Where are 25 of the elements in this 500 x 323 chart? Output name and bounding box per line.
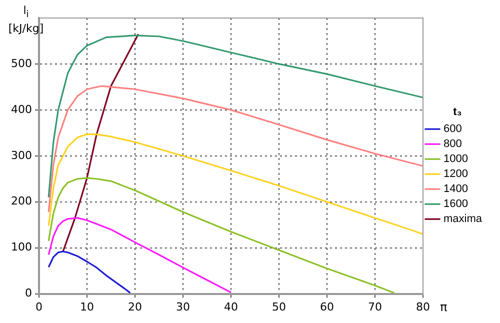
y-axis-title: l$_{i}$ [kJ/kg] <box>7 4 45 36</box>
legend-label: 1600 <box>443 198 468 210</box>
x-tick-label: 70 <box>368 300 382 314</box>
y-tick-label: 500 <box>10 56 32 70</box>
y-tick-label: 0 <box>24 286 32 300</box>
legend-label: 1200 <box>443 168 468 180</box>
legend-label: 600 <box>443 123 462 136</box>
x-tick-label: 60 <box>320 300 334 314</box>
x-tick-label: 50 <box>272 300 286 314</box>
legend-label: 1000 <box>443 153 468 166</box>
y-tick-label: 300 <box>10 148 32 162</box>
x-tick-label: 10 <box>80 300 94 314</box>
x-tick-label: 20 <box>128 300 142 314</box>
y-tick-label: 200 <box>10 194 32 208</box>
x-axis-title: π <box>440 300 448 314</box>
x-tick-label: 80 <box>416 300 430 314</box>
legend-label: 800 <box>443 138 462 150</box>
x-tick-label: 0 <box>35 300 42 314</box>
x-tick-label: 30 <box>176 300 190 314</box>
x-tick-label: 40 <box>224 300 238 314</box>
y-tick-label: 100 <box>10 240 32 254</box>
legend-title: t₃ <box>453 106 462 118</box>
y-tick-label: 400 <box>10 102 32 116</box>
legend-label: 1400 <box>443 183 468 196</box>
legend-label: maxima <box>443 213 483 226</box>
